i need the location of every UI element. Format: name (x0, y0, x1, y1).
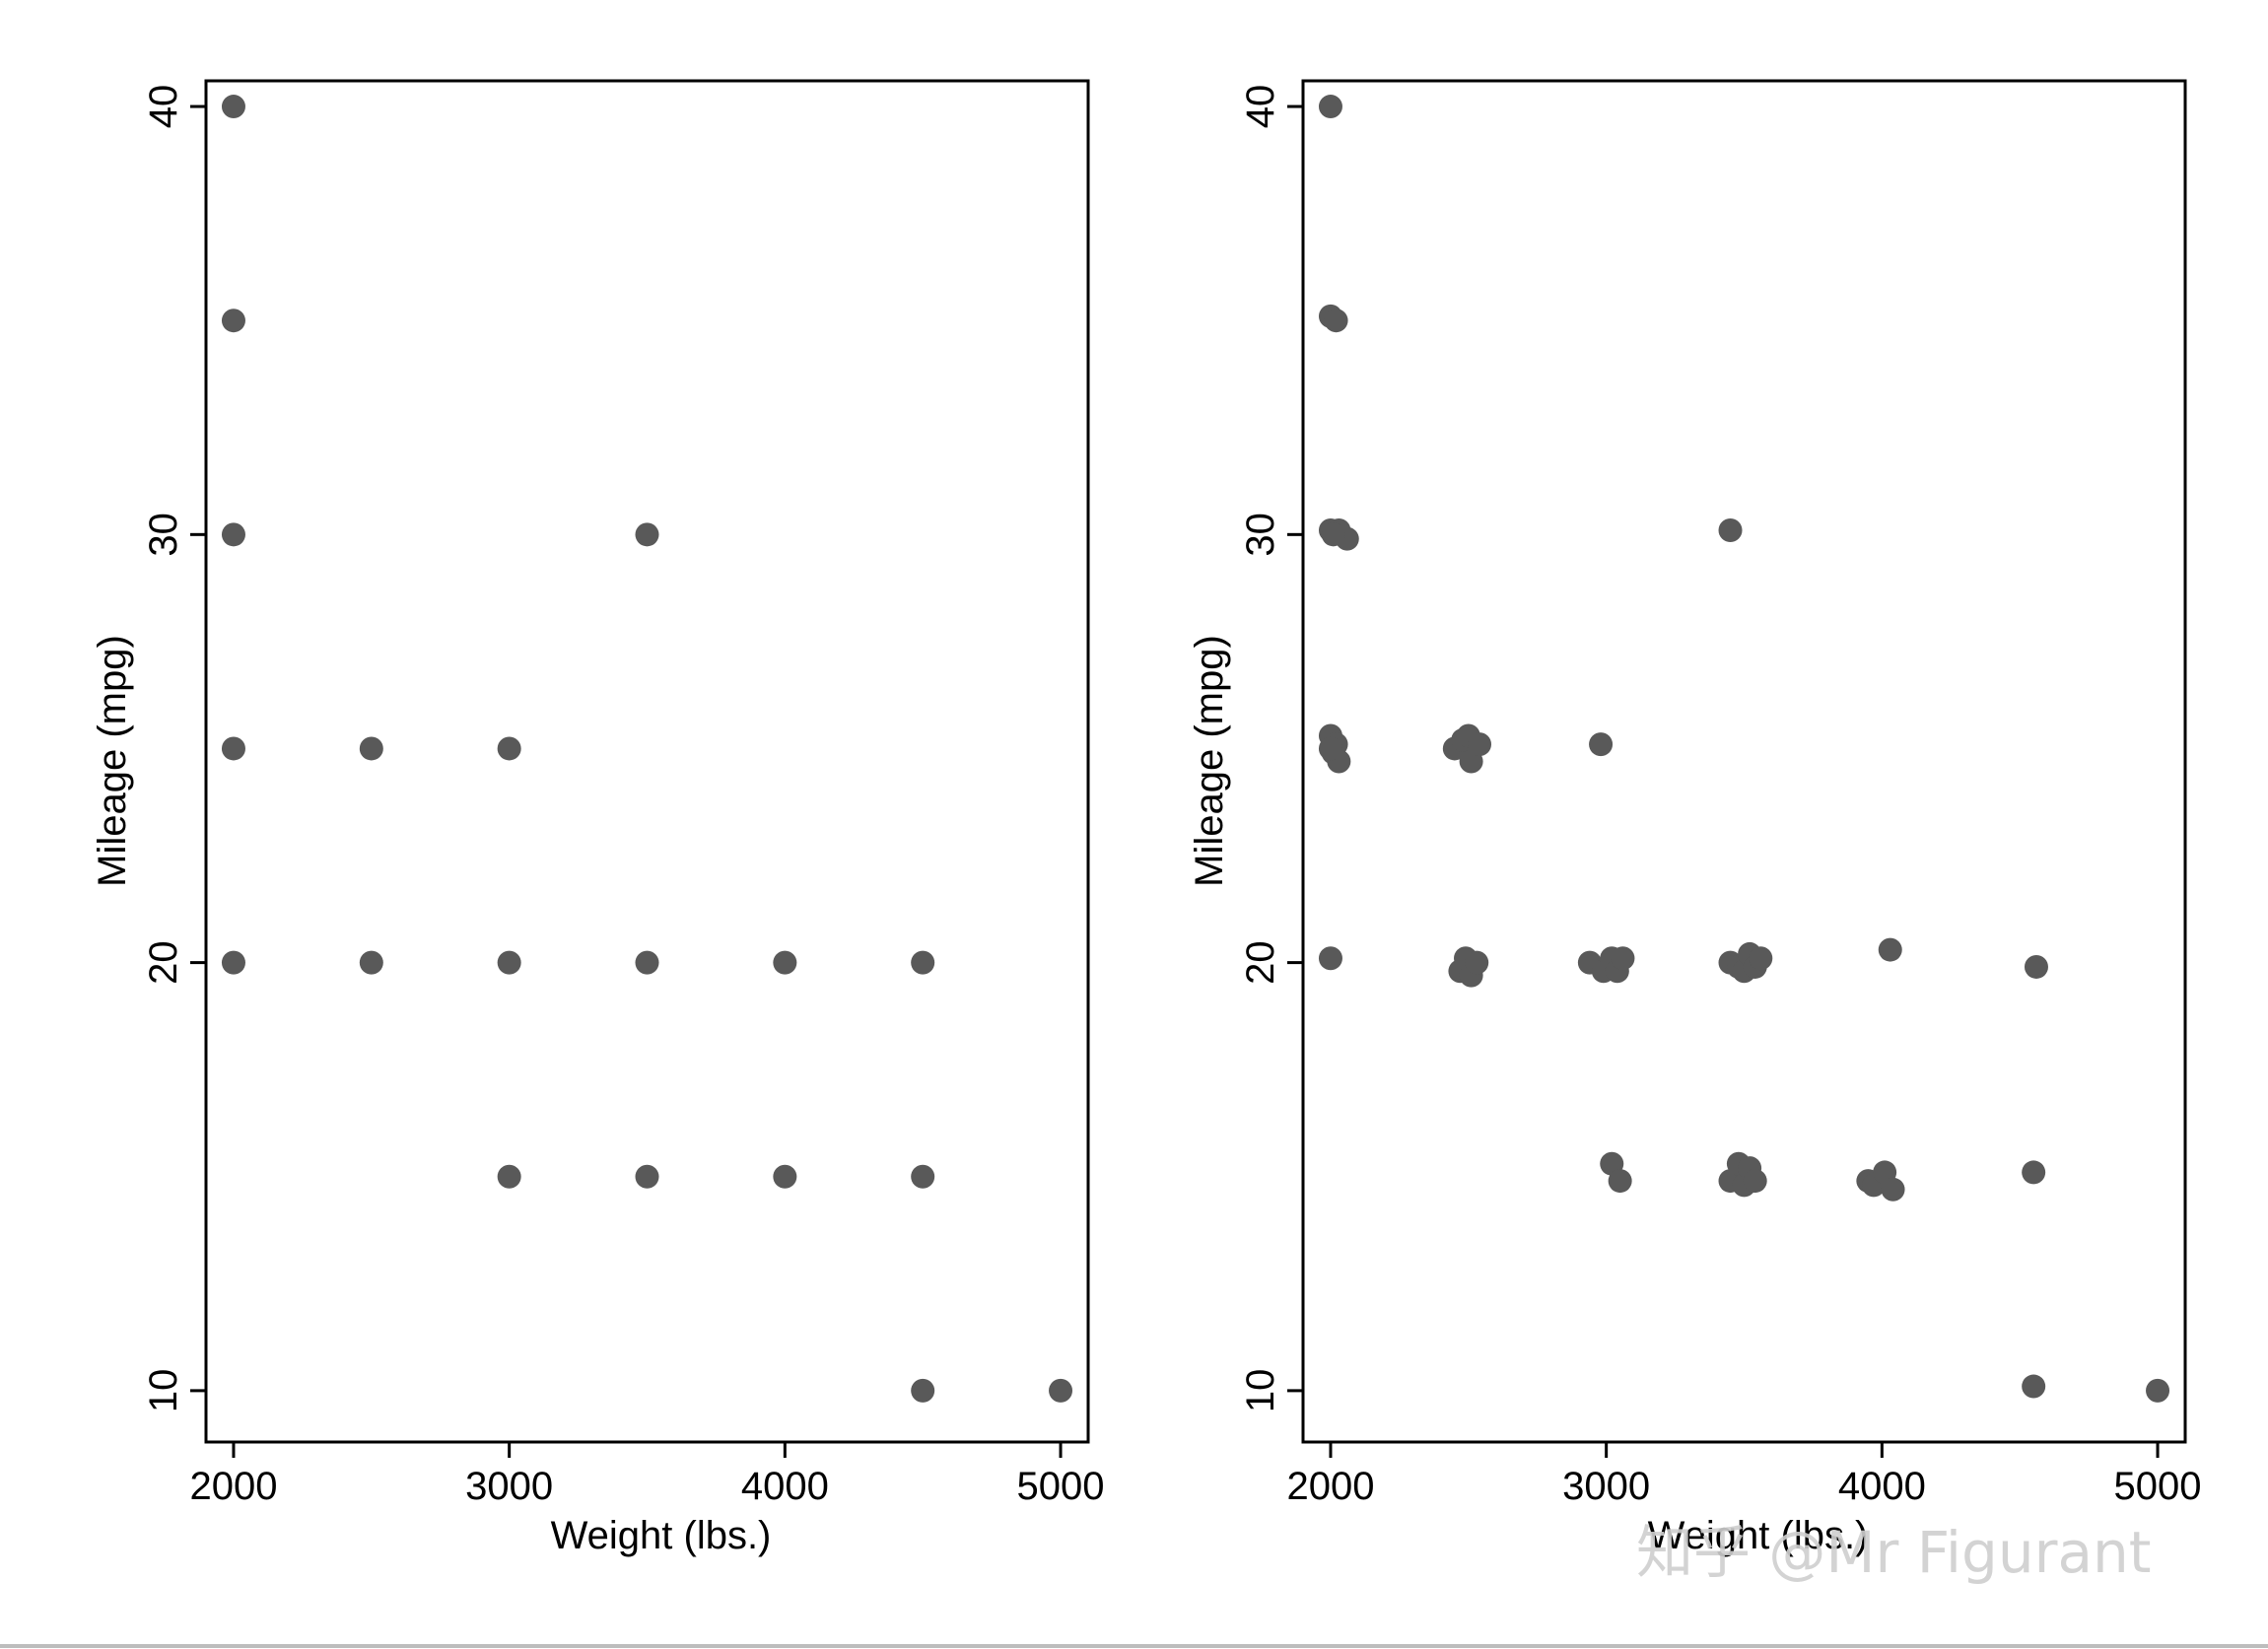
x-tick-label: 2000 (1286, 1465, 1374, 1508)
data-point (1589, 732, 1614, 757)
data-point (911, 1378, 935, 1403)
data-point (1049, 1378, 1073, 1403)
y-tick-label: 30 (1239, 513, 1282, 557)
data-point (497, 950, 521, 975)
data-point (2024, 954, 2048, 979)
x-tick-label: 3000 (1562, 1465, 1650, 1508)
data-point (359, 736, 383, 761)
x-tick-label: 4000 (1838, 1465, 1926, 1508)
y-tick-label: 10 (1239, 1369, 1282, 1413)
watermark: 知乎 @Mr Figurant (1636, 1519, 2151, 1586)
scatter-panel-left: 2000 3000 4000 5000 10 20 30 40 Weight (lbs.) M… (91, 79, 1105, 1557)
axis-ticks: 2000 3000 4000 5000 10 20 30 40 (1239, 85, 2202, 1508)
y-tick-label: 30 (142, 513, 185, 557)
y-tick-label: 40 (142, 85, 185, 129)
x-tick-label: 5000 (2114, 1465, 2202, 1508)
data-point (1318, 946, 1342, 971)
data-point (1318, 95, 1342, 119)
data-point (1468, 732, 1491, 757)
x-tick-label: 2000 (189, 1465, 277, 1508)
data-point (635, 522, 659, 547)
data-point (1718, 517, 1743, 542)
data-point (1465, 950, 1489, 975)
data-point (773, 950, 797, 975)
data-point (911, 1164, 935, 1189)
data-point (635, 1164, 659, 1189)
y-tick-label: 20 (1239, 940, 1282, 985)
data-point (911, 950, 935, 975)
data-point (1881, 1177, 1905, 1202)
data-point (1611, 946, 1635, 971)
data-points (221, 95, 1073, 1403)
y-axis-title: Mileage (mpg) (91, 635, 134, 887)
x-axis-title: Weight (lbs.) (551, 1514, 772, 1557)
axis-ticks: 2000 3000 4000 5000 10 20 30 40 (142, 85, 1105, 1508)
data-point (359, 950, 383, 975)
data-point (1318, 736, 1342, 761)
data-point (635, 950, 659, 975)
data-point (221, 309, 245, 333)
x-tick-label: 5000 (1017, 1465, 1105, 1508)
data-point (221, 522, 245, 547)
data-point (1743, 1169, 1767, 1194)
data-point (221, 950, 245, 975)
y-tick-label: 20 (142, 940, 185, 985)
data-point (2146, 1378, 2170, 1403)
data-point (497, 736, 521, 761)
x-axis-title: Weight (lbs.) (1648, 1514, 1869, 1557)
data-point (221, 736, 245, 761)
data-point (1324, 309, 1348, 333)
scatter-panel-right: 2000 3000 4000 5000 10 20 30 40 Weight (lbs.) M… (1188, 79, 2202, 1557)
data-point (2022, 1374, 2046, 1399)
data-points (1318, 95, 2170, 1403)
x-tick-label: 4000 (741, 1465, 829, 1508)
x-tick-label: 3000 (465, 1465, 553, 1508)
data-point (1878, 937, 1902, 962)
plot-frame (204, 79, 1090, 1444)
data-point (497, 1164, 521, 1189)
y-tick-label: 10 (142, 1369, 185, 1413)
data-point (1321, 522, 1345, 547)
data-point (773, 1164, 797, 1189)
y-tick-label: 40 (1239, 85, 1282, 129)
plot-frame (1301, 79, 2187, 1444)
data-point (1749, 946, 1773, 971)
data-point (221, 95, 245, 119)
data-point (1608, 1169, 1632, 1194)
y-axis-title: Mileage (mpg) (1188, 635, 1231, 887)
data-point (2022, 1160, 2046, 1185)
